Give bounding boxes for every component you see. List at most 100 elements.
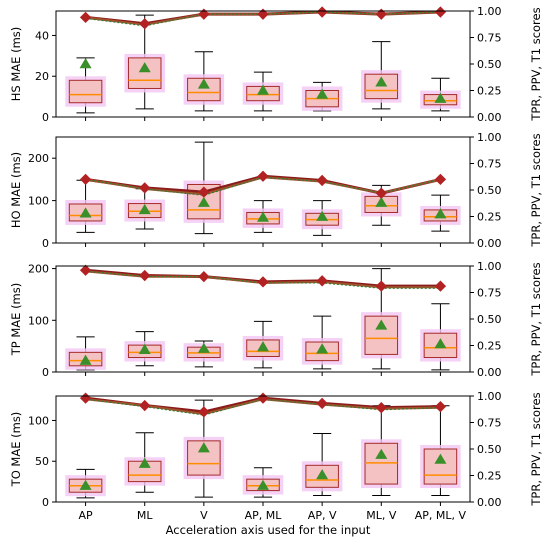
box-glow bbox=[420, 90, 461, 109]
box-glow bbox=[242, 475, 284, 495]
right-axis-label: TPR, PPV, T1 scores bbox=[529, 392, 543, 506]
left-tick-label: 100 bbox=[28, 414, 49, 427]
left-tick-label: 50 bbox=[35, 455, 49, 468]
box-glow bbox=[242, 208, 284, 228]
mean-marker bbox=[375, 448, 388, 459]
box-ap bbox=[65, 179, 106, 233]
mean-marker bbox=[197, 196, 210, 207]
right-tick-label: 0.25 bbox=[477, 85, 502, 98]
right-tick-label: 0.00 bbox=[477, 237, 502, 250]
score-marker bbox=[434, 173, 447, 186]
right-tick-label: 0.75 bbox=[477, 32, 502, 45]
left-tick-label: 0 bbox=[42, 111, 49, 124]
score-marker bbox=[257, 8, 269, 20]
box-glow bbox=[361, 70, 402, 103]
score-marker bbox=[257, 276, 269, 288]
left-axis-label: TO MAE (ms) bbox=[9, 412, 23, 488]
box-ap-ml bbox=[242, 71, 284, 112]
box-ap-ml-v bbox=[420, 303, 461, 371]
panel-2: 0 100 200 0.00 0.25 0.50 0.75 1.00 HO MAE (ms) TP… bbox=[9, 131, 543, 250]
mean-marker bbox=[257, 479, 269, 490]
left-axis-label: HO MAE (ms) bbox=[9, 152, 23, 228]
box-v bbox=[183, 340, 225, 368]
box-glow bbox=[301, 86, 343, 111]
score-marker bbox=[198, 270, 210, 283]
left-axis-label: HS MAE (ms) bbox=[9, 27, 23, 101]
x-axis-label: Acceleration axis used for the input bbox=[166, 523, 371, 537]
left-tick-label: 20 bbox=[35, 70, 49, 83]
right-axis-label: TPR, PPV, T1 scores bbox=[529, 133, 543, 247]
mean-marker bbox=[316, 469, 329, 480]
box-glow bbox=[301, 461, 343, 492]
box-glow bbox=[420, 205, 461, 225]
mean-marker bbox=[138, 457, 151, 468]
score-marker bbox=[139, 399, 151, 412]
score-marker bbox=[139, 182, 151, 194]
left-tick-label: 0 bbox=[42, 496, 49, 509]
box-glow bbox=[420, 445, 461, 489]
score-marker bbox=[139, 18, 151, 30]
box-ap bbox=[65, 57, 106, 114]
box-glow bbox=[124, 53, 165, 93]
score-marker bbox=[139, 269, 151, 282]
right-tick-label: 1.00 bbox=[477, 260, 502, 273]
mean-marker bbox=[79, 354, 92, 365]
score-marker bbox=[434, 6, 447, 18]
mean-marker bbox=[434, 338, 447, 349]
left-tick-label: 100 bbox=[28, 314, 49, 327]
box-glow bbox=[242, 82, 284, 105]
mean-marker bbox=[138, 343, 151, 354]
box-ml-v bbox=[361, 405, 402, 496]
box-ml-v bbox=[361, 268, 402, 370]
mean-marker bbox=[197, 78, 210, 89]
right-tick-label: 0.50 bbox=[477, 443, 502, 456]
panel-1: 0 20 40 0.00 0.25 0.50 0.75 1.00 HS MAE (ms) TPR,… bbox=[9, 5, 543, 124]
score-marker bbox=[198, 186, 210, 198]
score-marker bbox=[316, 397, 328, 410]
mean-marker bbox=[434, 453, 447, 464]
mean-marker bbox=[316, 210, 329, 221]
box-glow bbox=[183, 436, 225, 480]
right-tick-label: 1.00 bbox=[477, 131, 502, 144]
score-marker bbox=[257, 392, 269, 404]
right-tick-label: 0.00 bbox=[477, 496, 502, 509]
right-tick-label: 0.50 bbox=[477, 313, 502, 326]
x-tick-label: AP bbox=[78, 509, 93, 522]
right-tick-label: 0.50 bbox=[477, 58, 502, 71]
box-glow bbox=[65, 348, 106, 370]
x-tick-label: V bbox=[200, 509, 208, 522]
mean-marker bbox=[257, 341, 269, 352]
box-ap-ml bbox=[242, 467, 284, 498]
score-marker bbox=[434, 280, 447, 292]
box-glow bbox=[183, 74, 225, 105]
score-marker bbox=[198, 406, 210, 418]
box-ml bbox=[124, 331, 165, 367]
right-tick-label: 0.25 bbox=[477, 470, 502, 483]
left-tick-label: 200 bbox=[28, 152, 49, 165]
score-marker bbox=[198, 8, 210, 20]
mean-marker bbox=[138, 62, 151, 73]
box-body bbox=[364, 442, 399, 485]
left-tick-label: 40 bbox=[35, 29, 49, 42]
right-tick-label: 0.75 bbox=[477, 158, 502, 171]
box-ap bbox=[65, 336, 106, 371]
right-tick-label: 0.75 bbox=[477, 417, 502, 430]
score-marker bbox=[257, 170, 269, 182]
box-ml bbox=[124, 14, 165, 110]
x-tick-label: AP, ML bbox=[245, 509, 283, 522]
mean-marker bbox=[434, 208, 447, 219]
score-marker bbox=[316, 6, 328, 18]
x-tick-label: ML bbox=[137, 509, 153, 522]
x-tick-label: AP, ML, V bbox=[415, 509, 467, 522]
box-v bbox=[183, 51, 225, 112]
box-glow bbox=[183, 180, 225, 223]
mean-marker bbox=[257, 84, 269, 95]
score-marker bbox=[79, 173, 92, 186]
left-tick-label: 100 bbox=[28, 195, 49, 208]
box-glow bbox=[242, 335, 284, 361]
x-tick-label: ML, V bbox=[366, 509, 397, 522]
mean-marker bbox=[79, 207, 92, 218]
score-marker bbox=[79, 11, 92, 24]
score-marker bbox=[434, 400, 447, 413]
